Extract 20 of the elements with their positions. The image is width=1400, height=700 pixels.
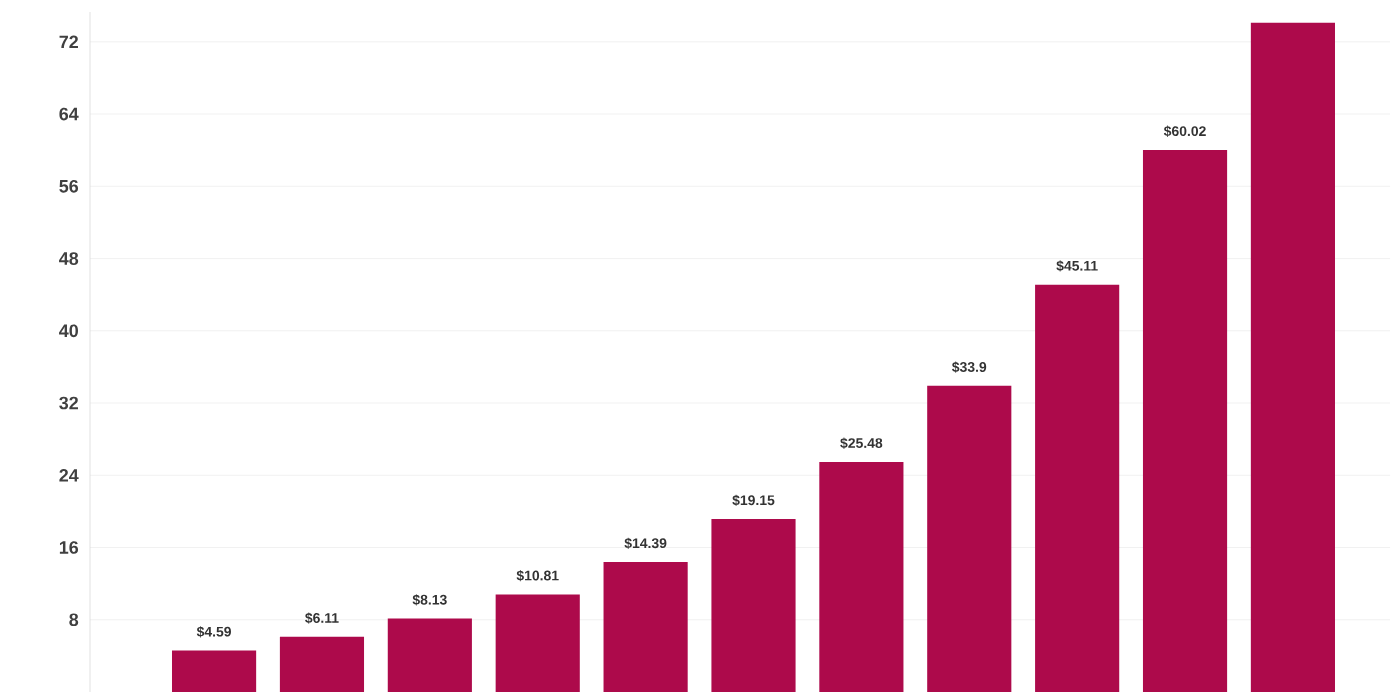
- bar: [387, 618, 472, 692]
- y-tick-label: 40: [59, 324, 78, 338]
- bar: [1035, 284, 1120, 692]
- bar: [1250, 22, 1335, 692]
- bar: [603, 562, 688, 692]
- y-tick-label: 32: [59, 396, 78, 410]
- y-tick-label: 64: [59, 107, 79, 121]
- bar: [927, 385, 1012, 692]
- bar: [1142, 149, 1228, 692]
- y-tick-label: 56: [59, 179, 79, 193]
- bar: [495, 594, 580, 692]
- y-tick-label: 72: [59, 35, 78, 49]
- bar: [279, 636, 365, 692]
- y-tick-label: 48: [59, 252, 79, 265]
- y-tick-label: 8: [69, 613, 79, 627]
- bar: [711, 519, 796, 692]
- y-tick-label: 24: [59, 468, 79, 482]
- y-tick-label: 16: [59, 541, 79, 554]
- bar: [171, 650, 257, 692]
- bar: [819, 461, 904, 692]
